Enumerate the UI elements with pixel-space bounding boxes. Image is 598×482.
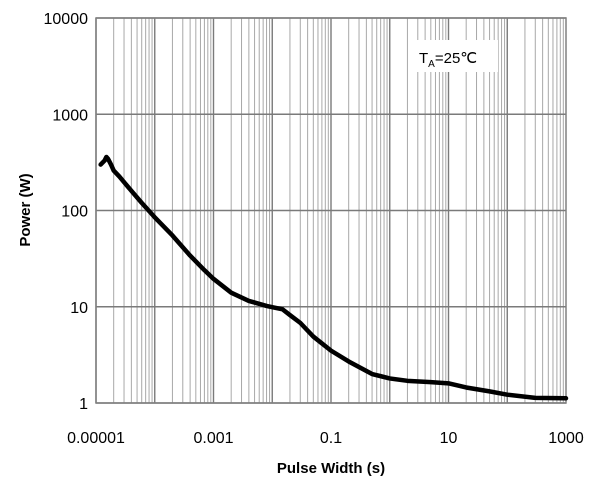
annotation-box: TA=25℃ (414, 40, 498, 72)
y-axis-ticks: 10000 1000 100 10 1 (44, 11, 89, 413)
x-tick-label: 10 (440, 430, 458, 447)
x-axis-title: Pulse Width (s) (277, 460, 385, 477)
y-axis-title: Power (W) (17, 173, 34, 246)
y-tick-label: 100 (61, 204, 88, 221)
y-tick-label: 1 (79, 396, 88, 413)
y-tick-label: 1000 (52, 107, 88, 124)
plot-border (95, 17, 567, 404)
x-tick-label: 0.001 (193, 430, 233, 447)
x-tick-label: 1000 (548, 430, 584, 447)
y-tick-label: 10000 (44, 11, 89, 28)
series-power-curve (98, 154, 569, 401)
annotation-text: TA=25℃ (419, 50, 477, 70)
x-tick-label: 0.1 (320, 430, 342, 447)
grid (95, 17, 566, 404)
x-axis-ticks: 0.00001 0.001 0.1 10 1000 (67, 430, 584, 447)
x-tick-label: 0.00001 (67, 430, 125, 447)
y-tick-label: 10 (70, 300, 88, 317)
